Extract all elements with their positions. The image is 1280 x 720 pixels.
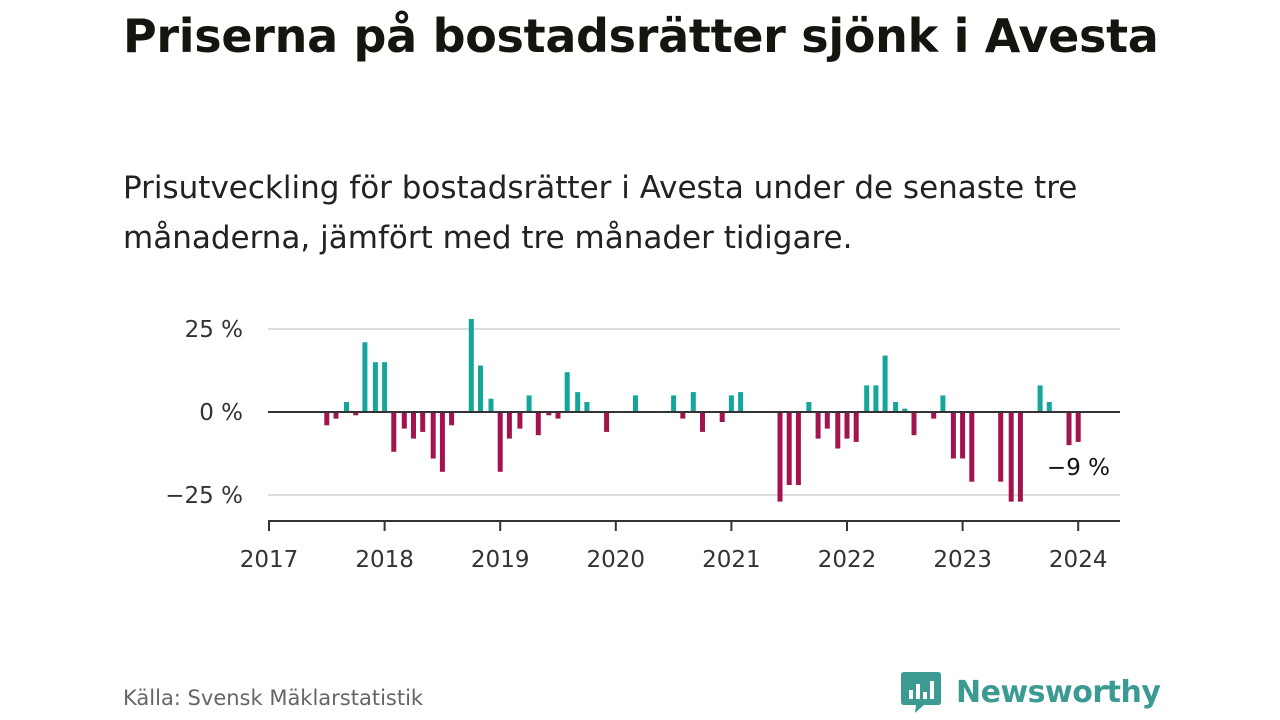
bar	[420, 412, 426, 432]
tick-labels: 25 % 0 % −25 % 2017 2018 2019 2020 2021 2022 2023…	[165, 317, 1110, 573]
y-tick-label: −25 %	[165, 483, 243, 509]
bar	[998, 412, 1004, 482]
bars	[324, 319, 1081, 502]
bar	[362, 342, 368, 412]
bar	[719, 412, 725, 422]
bar	[853, 412, 859, 442]
bar	[931, 412, 937, 419]
bar	[517, 412, 523, 429]
bar	[893, 402, 899, 412]
bar	[969, 412, 975, 482]
bar	[960, 412, 966, 459]
brand-logo: Newsworthy	[900, 670, 1161, 714]
bar	[795, 412, 801, 485]
bar	[844, 412, 850, 439]
bar	[777, 412, 783, 502]
bar	[564, 372, 570, 412]
y-tick-label: 25 %	[185, 317, 243, 343]
bar	[488, 398, 494, 412]
bar	[700, 412, 705, 432]
x-tick-label: 2019	[471, 547, 530, 573]
bar	[873, 385, 879, 412]
bar	[882, 355, 888, 412]
bar	[824, 412, 830, 429]
axes	[268, 411, 1120, 531]
bar	[786, 412, 792, 485]
bar-chart: 25 % 0 % −25 % 2017 2018 2019 2020 2021 2022 2023…	[165, 317, 1120, 573]
bar	[353, 412, 359, 416]
chart-title: Priserna på bostadsrätter sjönk i Avesta	[123, 9, 1159, 63]
brand-name: Newsworthy	[956, 674, 1161, 710]
x-tick-label: 2024	[1049, 547, 1108, 573]
bar	[324, 412, 330, 426]
bar	[401, 412, 407, 429]
bar	[1017, 412, 1023, 502]
bar	[411, 412, 416, 439]
source-note: Källa: Svensk Mäklarstatistik	[123, 686, 424, 710]
bar	[478, 365, 483, 412]
bar	[835, 412, 841, 449]
bar	[535, 412, 541, 436]
bar	[382, 362, 388, 412]
x-tick-label: 2022	[818, 547, 877, 573]
bar	[526, 395, 532, 412]
bar	[575, 392, 581, 412]
bar	[728, 395, 734, 412]
bar	[344, 402, 349, 412]
bar	[806, 402, 812, 412]
bar	[1066, 412, 1072, 446]
bar	[864, 385, 870, 412]
x-tick-label: 2018	[355, 547, 414, 573]
bar	[738, 392, 744, 412]
bar	[439, 412, 445, 472]
bar	[690, 392, 696, 412]
x-tick-label: 2020	[587, 547, 646, 573]
chart-subtitle: Prisutveckling för bostadsrätter i Avest…	[123, 170, 1078, 256]
bar	[546, 412, 552, 416]
bar	[497, 412, 503, 472]
bar	[671, 395, 677, 412]
bar	[680, 412, 686, 419]
bar	[633, 395, 638, 412]
grid-lines	[268, 328, 1120, 496]
bar	[902, 408, 908, 412]
bar	[391, 412, 397, 452]
bar	[333, 412, 339, 419]
bar	[815, 412, 821, 439]
bar	[1037, 385, 1043, 412]
bar	[950, 412, 956, 459]
bar	[604, 412, 610, 432]
bar	[940, 395, 946, 412]
bar	[449, 412, 455, 426]
bar	[372, 362, 378, 412]
newsworthy-logo-icon	[901, 672, 941, 713]
bar	[1008, 412, 1014, 502]
bar	[506, 412, 512, 439]
x-tick-label: 2021	[702, 547, 761, 573]
bar	[1075, 412, 1081, 442]
x-tick-label: 2023	[933, 547, 992, 573]
end-value-label: −9 %	[1047, 455, 1110, 481]
bar	[911, 412, 917, 436]
bar	[430, 412, 436, 459]
x-tick-label: 2017	[240, 547, 299, 573]
bar	[555, 412, 561, 419]
bar	[468, 319, 474, 412]
bar	[1046, 402, 1052, 412]
y-tick-label: 0 %	[199, 400, 243, 426]
bar	[584, 402, 590, 412]
